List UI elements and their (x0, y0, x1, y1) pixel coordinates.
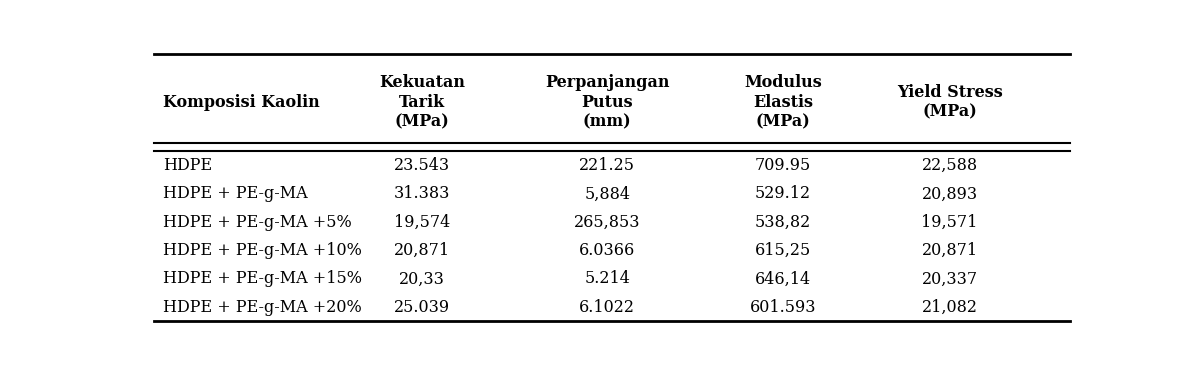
Text: 221.25: 221.25 (579, 157, 635, 174)
Text: 529.12: 529.12 (755, 186, 811, 202)
Text: 709.95: 709.95 (755, 157, 811, 174)
Text: 538,82: 538,82 (755, 214, 811, 231)
Text: 22,588: 22,588 (922, 157, 978, 174)
Text: 6.0366: 6.0366 (579, 242, 635, 259)
Text: 265,853: 265,853 (574, 214, 640, 231)
Text: Yield Stress
(MPa): Yield Stress (MPa) (897, 84, 1003, 121)
Text: HDPE + PE-g-MA: HDPE + PE-g-MA (164, 186, 308, 202)
Text: 19,574: 19,574 (394, 214, 450, 231)
Text: HDPE + PE-g-MA +5%: HDPE + PE-g-MA +5% (164, 214, 352, 231)
Text: 6.1022: 6.1022 (579, 299, 635, 316)
Text: HDPE + PE-g-MA +15%: HDPE + PE-g-MA +15% (164, 270, 362, 287)
Text: HDPE + PE-g-MA +10%: HDPE + PE-g-MA +10% (164, 242, 362, 259)
Text: 20,337: 20,337 (922, 270, 978, 287)
Text: Modulus
Elastis
(MPa): Modulus Elastis (MPa) (744, 74, 821, 131)
Text: 19,571: 19,571 (922, 214, 978, 231)
Text: 5.214: 5.214 (584, 270, 630, 287)
Text: HDPE: HDPE (164, 157, 213, 174)
Text: 646,14: 646,14 (755, 270, 811, 287)
Text: Kekuatan
Tarik
(MPa): Kekuatan Tarik (MPa) (380, 74, 466, 131)
Text: Komposisi Kaolin: Komposisi Kaolin (164, 94, 320, 111)
Text: 20,871: 20,871 (922, 242, 978, 259)
Text: 5,884: 5,884 (584, 186, 630, 202)
Text: 20,33: 20,33 (399, 270, 445, 287)
Text: HDPE + PE-g-MA +20%: HDPE + PE-g-MA +20% (164, 299, 362, 316)
Text: 25.039: 25.039 (394, 299, 450, 316)
Text: 615,25: 615,25 (755, 242, 811, 259)
Text: Perpanjangan
Putus
(mm): Perpanjangan Putus (mm) (544, 74, 670, 131)
Text: 21,082: 21,082 (922, 299, 978, 316)
Text: 20,871: 20,871 (394, 242, 450, 259)
Text: 31.383: 31.383 (394, 186, 450, 202)
Text: 23.543: 23.543 (394, 157, 450, 174)
Text: 601.593: 601.593 (750, 299, 817, 316)
Text: 20,893: 20,893 (922, 186, 978, 202)
